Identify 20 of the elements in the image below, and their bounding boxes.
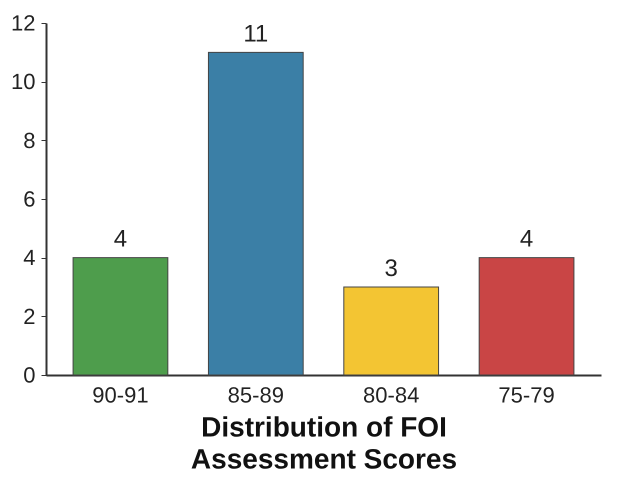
x-axis-title: Distribution of FOI Assessment Scores: [190, 412, 458, 474]
data-label: 3: [384, 255, 398, 282]
bar: [343, 286, 440, 376]
x-tick-label: 85-89: [228, 382, 284, 408]
bar: [208, 52, 304, 376]
data-label: 11: [243, 20, 268, 48]
x-tick-label: 75-79: [498, 382, 555, 408]
bar: [72, 257, 168, 376]
y-tick-label: 8: [23, 128, 36, 153]
x-tick-label: 80-84: [363, 382, 420, 408]
bar: [478, 257, 574, 376]
y-tick-label: 4: [23, 245, 36, 270]
y-tick-label: 10: [11, 69, 36, 94]
y-tick-label: 0: [23, 362, 36, 388]
data-label: 4: [520, 226, 534, 253]
y-tick-label: 2: [23, 304, 36, 329]
y-tick-label: 6: [23, 186, 36, 212]
y-tick-label: 12: [11, 10, 36, 36]
data-label: 4: [114, 226, 128, 253]
x-tick-label: 90-91: [92, 382, 149, 408]
